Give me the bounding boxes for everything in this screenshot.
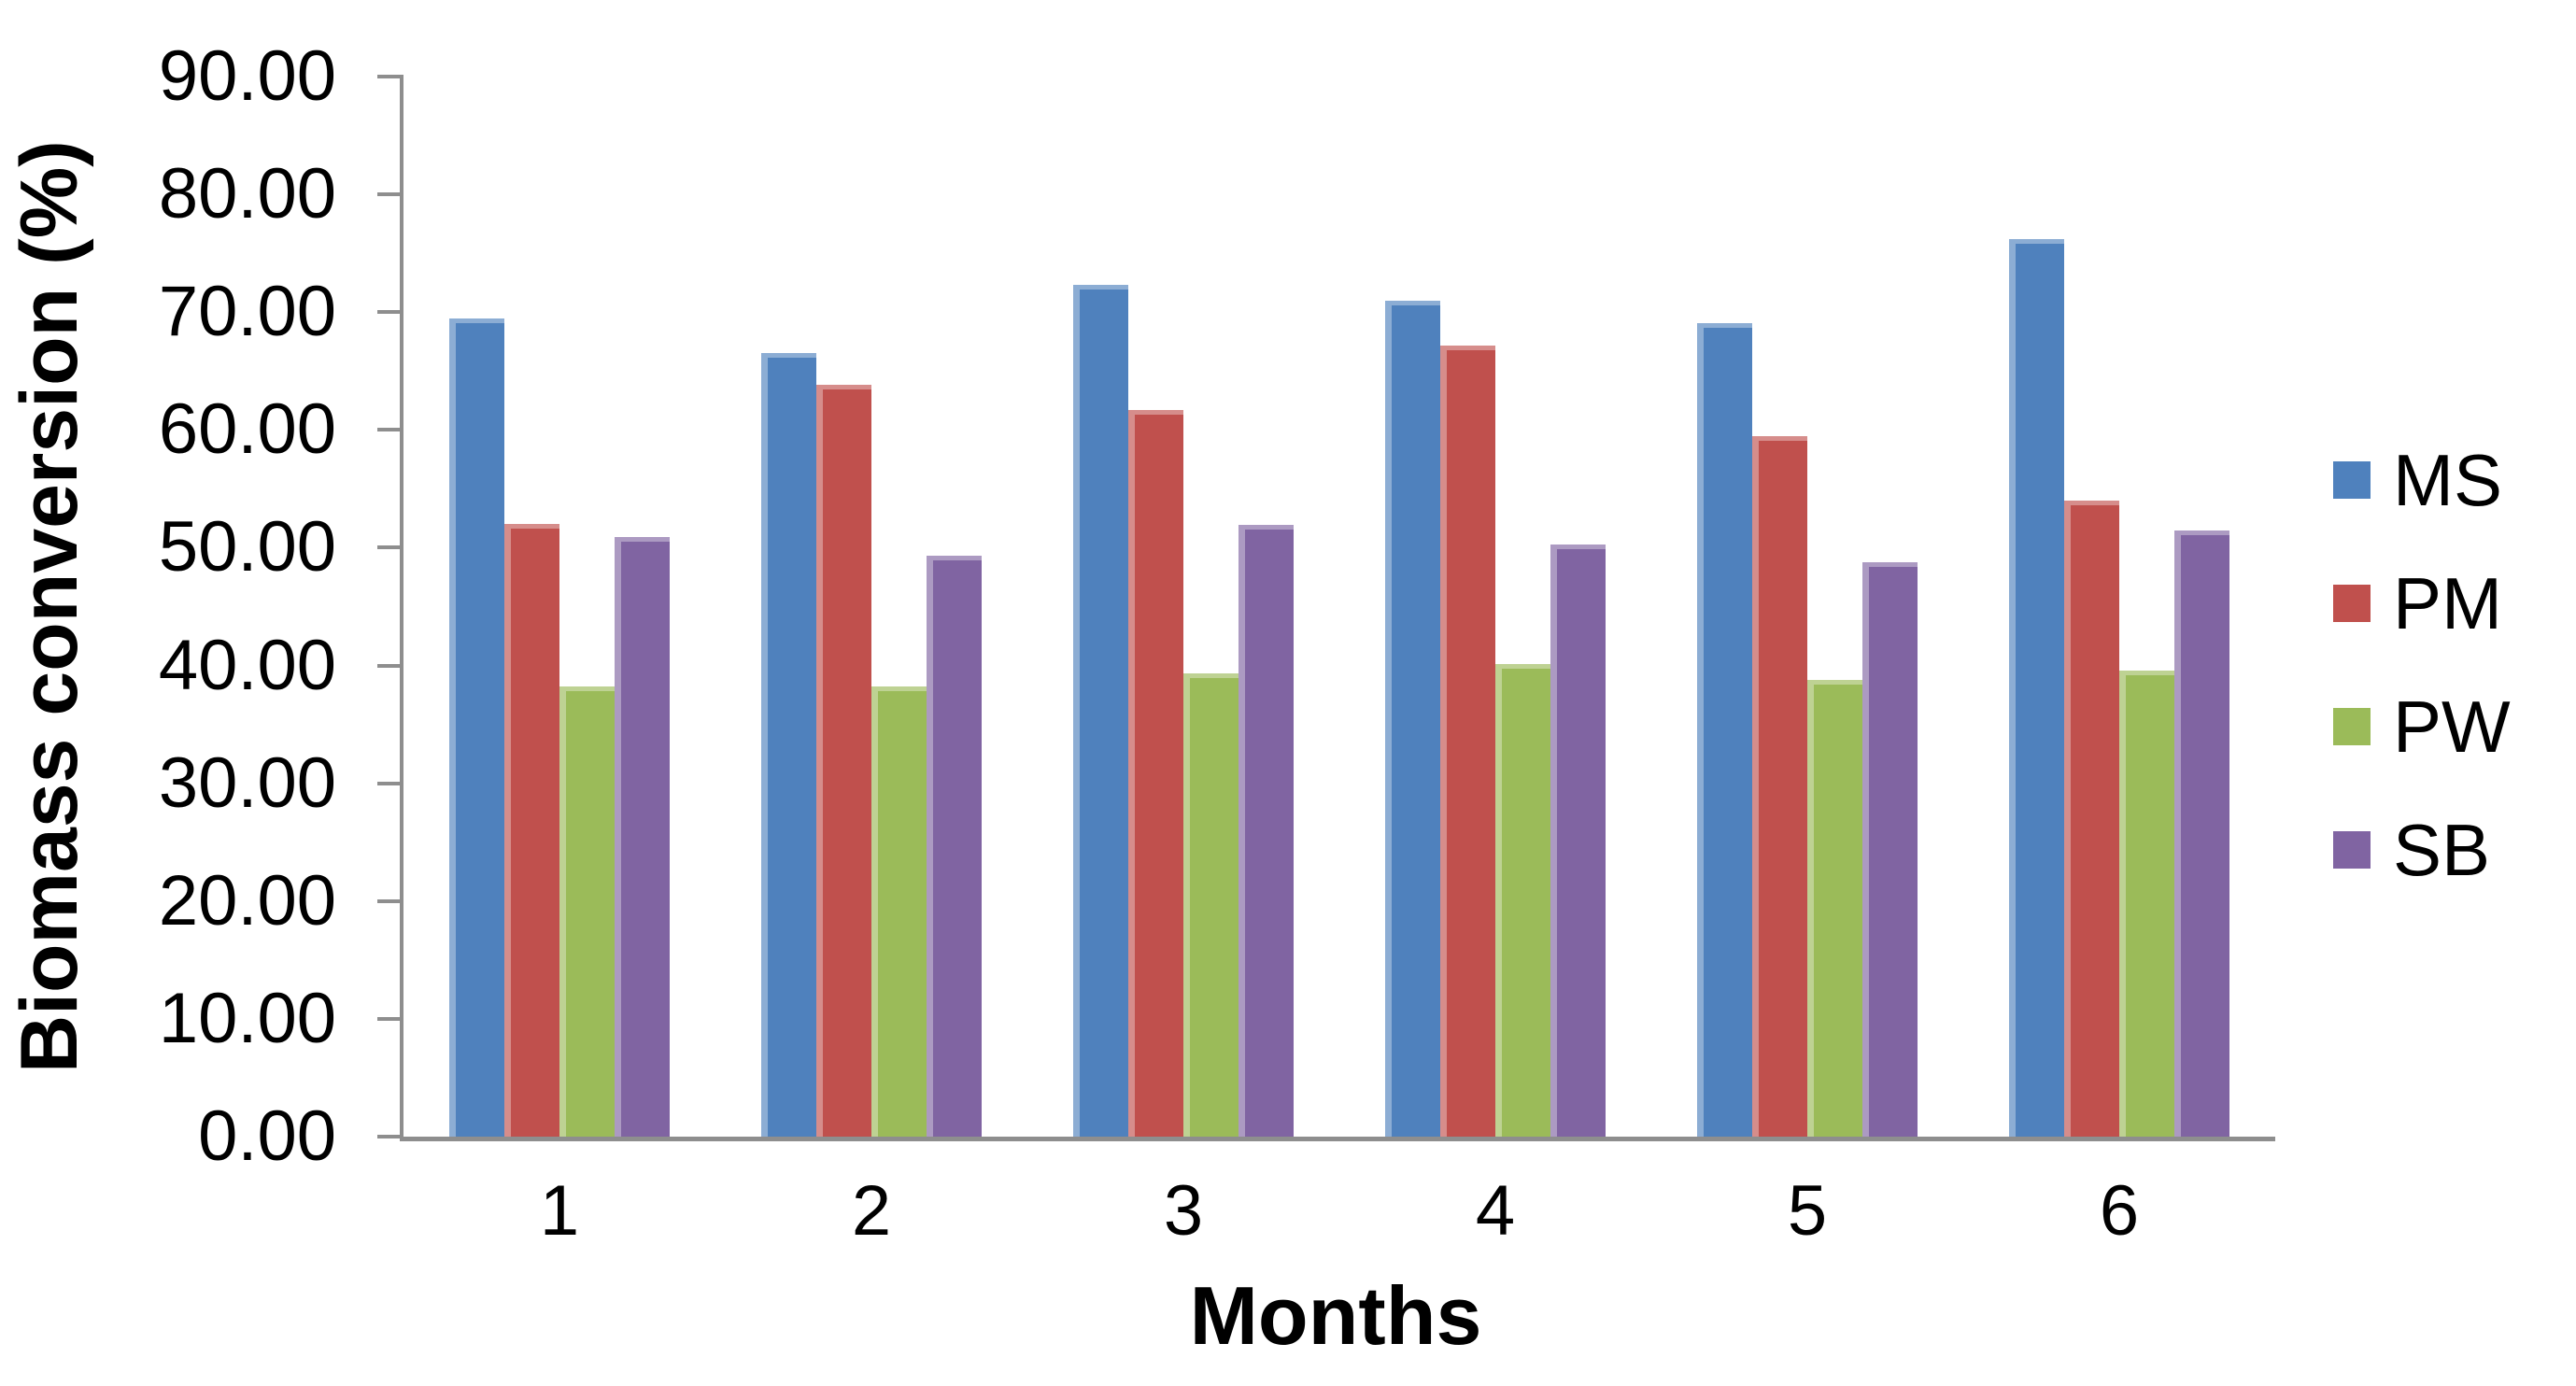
- bar-sb-month-5: [1862, 561, 1918, 1137]
- bar-ms-month-4: [1385, 300, 1440, 1137]
- y-tick-mark-40: [377, 663, 403, 668]
- legend: MS PM PW SB: [2333, 418, 2511, 912]
- bar-pw-month-1: [559, 686, 615, 1137]
- y-tick-mark-90: [377, 75, 403, 78]
- y-tick-label-50: 50.00: [158, 507, 336, 587]
- y-tick-label-10: 10.00: [158, 978, 336, 1058]
- y-tick-label-80: 80.00: [158, 154, 336, 234]
- category-slot-5: 5: [1651, 77, 1963, 1247]
- y-tick-label-40: 40.00: [158, 625, 336, 705]
- y-tick-mark-10: [377, 1016, 403, 1021]
- x-tick-label-3: 3: [1163, 1171, 1204, 1251]
- legend-label: SB: [2393, 809, 2491, 891]
- legend-swatch-icon: [2333, 708, 2371, 745]
- x-tick-label-2: 2: [851, 1171, 892, 1251]
- category-slot-6: 6: [1963, 77, 2275, 1247]
- bar-ms-month-6: [2009, 239, 2064, 1137]
- y-tick-label-0: 0.00: [198, 1096, 336, 1176]
- category-slot-1: 1: [403, 77, 715, 1247]
- legend-label: PW: [2393, 686, 2511, 768]
- bar-pm-month-3: [1128, 409, 1183, 1137]
- bar-ms-month-3: [1073, 285, 1128, 1137]
- legend-swatch-icon: [2333, 461, 2371, 499]
- legend-item-sb: SB: [2333, 788, 2511, 912]
- bar-pw-month-5: [1807, 679, 1862, 1137]
- legend-swatch-icon: [2333, 831, 2371, 869]
- bar-pm-month-6: [2064, 501, 2119, 1137]
- y-tick-mark-0: [377, 1135, 403, 1138]
- bar-sb-month-6: [2174, 530, 2229, 1137]
- y-axis-title: Biomass conversion (%): [5, 140, 94, 1073]
- bar-sb-month-4: [1550, 544, 1606, 1137]
- legend-item-pw: PW: [2333, 665, 2511, 788]
- legend-label: MS: [2393, 439, 2502, 521]
- bar-pw-month-6: [2119, 670, 2174, 1137]
- x-axis-title: Months: [1189, 1269, 1482, 1362]
- x-tick-label-1: 1: [539, 1171, 580, 1251]
- legend-item-pm: PM: [2333, 542, 2511, 665]
- bar-group-3: [1073, 77, 1294, 1137]
- bar-pw-month-2: [871, 686, 927, 1137]
- y-tick-label-20: 20.00: [158, 860, 336, 940]
- x-tick-label-6: 6: [2099, 1171, 2140, 1251]
- y-tick-mark-20: [377, 898, 403, 903]
- bar-pm-month-4: [1440, 345, 1495, 1137]
- x-tick-label-5: 5: [1787, 1171, 1828, 1251]
- y-tick-mark-60: [377, 428, 403, 432]
- legend-label: PM: [2393, 562, 2502, 644]
- category-slot-2: 2: [715, 77, 1027, 1247]
- bar-ms-month-5: [1697, 322, 1752, 1137]
- bar-pm-month-5: [1752, 435, 1807, 1137]
- bar-pm-month-2: [816, 385, 871, 1137]
- bar-ms-month-2: [761, 353, 816, 1137]
- y-tick-label-90: 90.00: [158, 36, 336, 116]
- legend-item-ms: MS: [2333, 418, 2511, 542]
- y-tick-mark-80: [377, 192, 403, 197]
- bar-sb-month-2: [927, 556, 982, 1137]
- bar-sb-month-3: [1238, 525, 1294, 1137]
- bar-group-5: [1697, 77, 1918, 1137]
- y-tick-label-30: 30.00: [158, 742, 336, 823]
- bar-group-1: [449, 77, 670, 1137]
- bar-sb-month-1: [615, 537, 670, 1137]
- y-tick-mark-30: [377, 781, 403, 785]
- bar-group-4: [1385, 77, 1606, 1137]
- bar-group-6: [2009, 77, 2229, 1137]
- category-slot-4: 4: [1339, 77, 1651, 1247]
- x-tick-label-4: 4: [1475, 1171, 1516, 1251]
- y-tick-mark-70: [377, 310, 403, 315]
- bar-pw-month-3: [1183, 673, 1238, 1137]
- y-tick-label-70: 70.00: [158, 272, 336, 352]
- bar-ms-month-1: [449, 318, 504, 1137]
- y-tick-label-60: 60.00: [158, 389, 336, 470]
- bar-pm-month-1: [504, 524, 559, 1137]
- plot-area: 0.00 10.00 20.00 30.00 40.00 50.00 60.00 70.00 8…: [159, 41, 2275, 1247]
- bar-group-2: [761, 77, 982, 1137]
- legend-swatch-icon: [2333, 585, 2371, 622]
- category-slot-3: 3: [1027, 77, 1339, 1247]
- bar-pw-month-4: [1495, 664, 1550, 1137]
- y-tick-mark-50: [377, 545, 403, 550]
